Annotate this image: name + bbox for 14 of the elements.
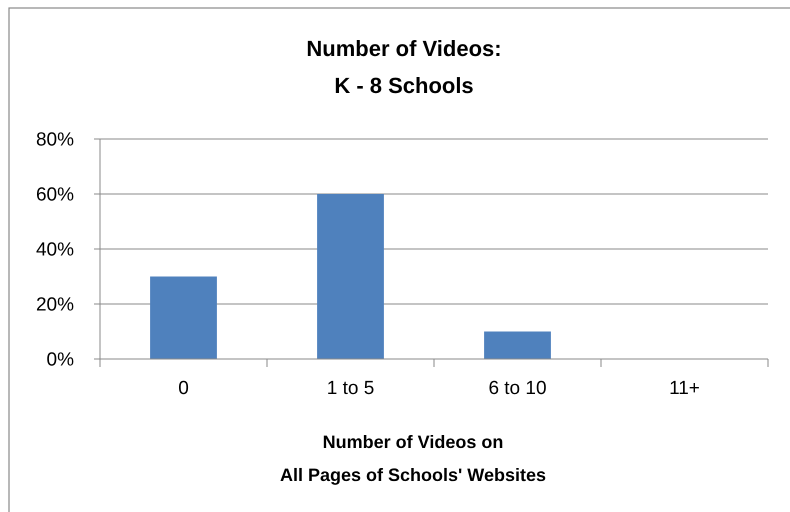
bar — [150, 276, 217, 359]
bar — [317, 194, 384, 359]
x-tick-label: 6 to 10 — [488, 378, 547, 399]
y-tick-label: 60% — [36, 184, 74, 206]
x-tick-label: 0 — [178, 378, 189, 399]
x-tick-label: 11+ — [669, 378, 700, 399]
y-tick-label: 0% — [46, 350, 74, 371]
y-tick-label: 40% — [36, 240, 74, 261]
y-tick-label: 20% — [36, 294, 74, 316]
x-tick-label: 1 to 5 — [326, 378, 374, 399]
y-tick-label: 80% — [36, 130, 74, 151]
bar — [484, 332, 551, 359]
x-axis-title: Number of Videos on All Pages of Schools' Websites — [280, 432, 546, 485]
chart-title: Number of Videos: K - 8 Schools — [306, 36, 502, 98]
